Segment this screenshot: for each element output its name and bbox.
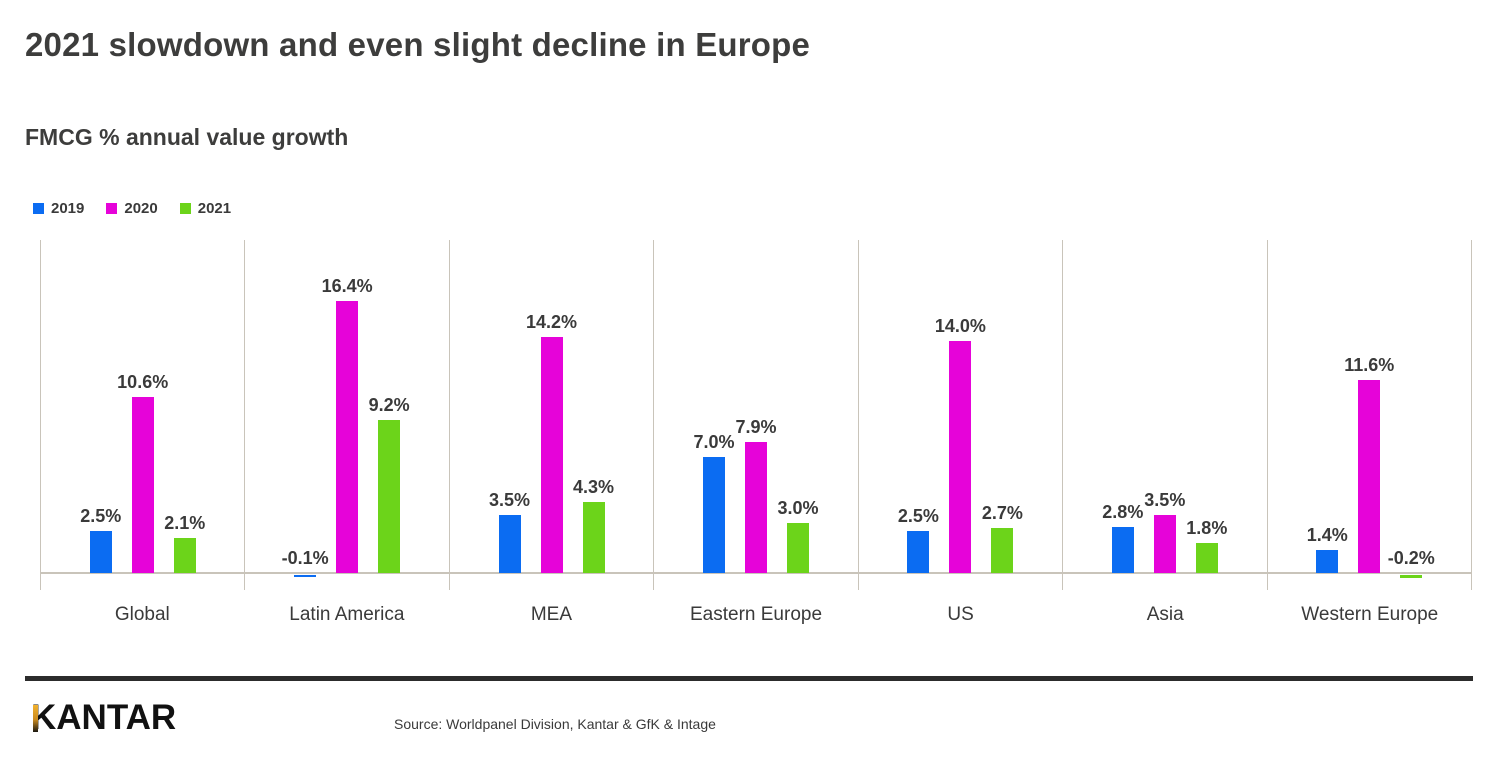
kantar-logo: KANTAR	[31, 700, 176, 735]
bar-2021-western-europe	[1400, 575, 1423, 578]
bar-2021-global	[173, 538, 196, 573]
category-label-latin-america: Latin America	[289, 604, 405, 625]
footer-divider	[25, 676, 1473, 681]
value-label: 3.5%	[1144, 490, 1186, 510]
value-label: 16.4%	[321, 276, 373, 296]
value-label: 1.4%	[1306, 525, 1348, 545]
bar-2021-us	[991, 528, 1014, 573]
legend-item-2021: 2021	[179, 200, 232, 217]
bar-2020-latin-america	[336, 301, 359, 573]
category-label-eastern-europe: Eastern Europe	[690, 604, 823, 625]
legend-label: 2021	[197, 200, 232, 217]
legend-label: 2020	[124, 200, 158, 217]
chart-group-us: 2.5% 14.0% 2.7%	[857, 240, 1062, 590]
value-label: 3.5%	[489, 490, 531, 510]
kantar-logo-text: KANTAR	[31, 698, 177, 737]
legend-swatch-icon	[179, 203, 191, 214]
bar-chart: 2.5% 10.6% 2.1% -0.1% 16.4% 9.2% 3.5% 14.2% 4.3%…	[40, 240, 1472, 626]
value-label: 2.1%	[164, 513, 206, 533]
bar-2020-global	[131, 397, 154, 573]
bar-2019-western-europe	[1316, 550, 1339, 573]
category-label-us: US	[947, 604, 974, 625]
legend-swatch-icon	[106, 203, 118, 214]
value-label: 14.2%	[526, 312, 578, 332]
bar-2019-mea	[498, 515, 521, 573]
chart-group-western-europe: 1.4% 11.6% -0.2%	[1266, 240, 1472, 590]
value-label: 9.2%	[368, 395, 410, 415]
bar-2021-latin-america	[378, 420, 401, 573]
value-label: 7.0%	[693, 432, 735, 452]
bar-2019-global	[89, 531, 112, 573]
value-label: 14.0%	[934, 316, 986, 336]
chart-group-asia: 2.8% 3.5% 1.8%	[1062, 240, 1266, 590]
value-label: 2.5%	[897, 506, 939, 526]
value-label: 2.7%	[981, 503, 1023, 523]
value-label: 11.6%	[1344, 355, 1395, 375]
bar-2019-asia	[1111, 527, 1134, 573]
chart-group-eastern-europe: 7.0% 7.9% 3.0%	[653, 240, 857, 590]
bar-2020-us	[949, 341, 972, 573]
bar-2021-eastern-europe	[786, 523, 809, 573]
chart-plot-area: 2.5% 10.6% 2.1% -0.1% 16.4% 9.2% 3.5% 14.2% 4.3%…	[40, 240, 1472, 590]
value-label: 2.5%	[80, 506, 122, 526]
bar-2019-us	[907, 531, 930, 573]
value-label: 4.3%	[573, 477, 615, 497]
source-attribution: Source: Worldpanel Division, Kantar & Gf…	[394, 716, 716, 732]
legend-item-2020: 2020	[106, 200, 158, 217]
bar-2021-asia	[1195, 543, 1218, 573]
value-label: 1.8%	[1186, 518, 1228, 538]
category-label-western-europe: Western Europe	[1301, 604, 1439, 625]
x-axis-baseline	[40, 572, 1472, 574]
chart-group-mea: 3.5% 14.2% 4.3%	[448, 240, 653, 590]
bar-2021-mea	[582, 502, 605, 573]
legend-label: 2019	[51, 200, 85, 217]
bar-2020-asia	[1153, 515, 1176, 573]
bar-2020-mea	[540, 337, 563, 573]
chart-subtitle: FMCG % annual value growth	[25, 124, 349, 150]
value-label: -0.2%	[1387, 548, 1435, 568]
bar-2019-latin-america	[294, 575, 317, 577]
category-label-asia: Asia	[1146, 604, 1184, 625]
value-label: 7.9%	[735, 417, 777, 437]
bar-2019-eastern-europe	[702, 457, 725, 573]
legend-item-2019: 2019	[33, 200, 84, 217]
category-axis: Global Latin America MEA Eastern Europe US As…	[40, 604, 1472, 626]
chart-group-latin-america: -0.1% 16.4% 9.2%	[244, 240, 448, 590]
chart-legend: 2019 2020 2021	[33, 200, 231, 217]
value-label: 2.8%	[1102, 502, 1144, 522]
value-label: -0.1%	[281, 548, 329, 568]
bar-2020-eastern-europe	[744, 442, 767, 573]
value-label: 10.6%	[117, 372, 169, 392]
chart-group-global: 2.5% 10.6% 2.1%	[40, 240, 244, 590]
value-label: 3.0%	[777, 498, 819, 518]
legend-swatch-icon	[33, 203, 44, 214]
page-title: 2021 slowdown and even slight decline in…	[25, 26, 811, 63]
kantar-logo-gold-stem-icon	[33, 705, 38, 732]
bar-2020-western-europe	[1358, 380, 1381, 573]
category-label-mea: MEA	[530, 604, 573, 625]
category-label-global: Global	[114, 604, 170, 625]
